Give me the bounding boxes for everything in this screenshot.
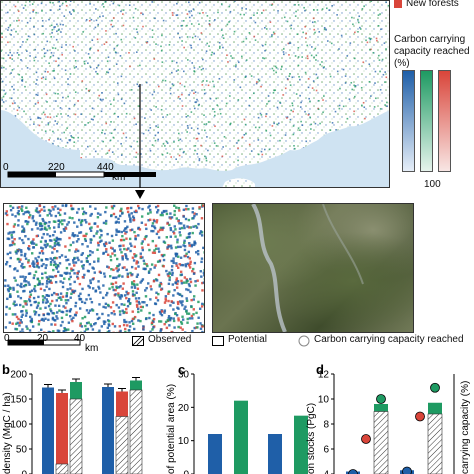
satellite-image — [212, 203, 414, 333]
ytick: 20 — [178, 403, 190, 414]
map-legend: New forests Carbon carrying capacity rea… — [394, 0, 474, 190]
scale-tick-220: 220 — [48, 162, 65, 173]
zoom-scale-tick-20: 20 — [37, 333, 49, 344]
ytick: 10 — [178, 436, 190, 447]
panel-d-chart: d on stocks (PgC) carrying capacity (%) … — [306, 362, 471, 474]
red-capacity-dot — [415, 411, 425, 422]
potential-swatch — [212, 336, 224, 346]
capacity-dot — [376, 394, 386, 404]
panel-b-ylabel: density (MgC / ha) — [2, 392, 13, 474]
zoom-scale-tick-40: 40 — [74, 333, 86, 344]
bar — [294, 415, 308, 474]
ytick: 50 — [16, 445, 28, 456]
island — [222, 178, 255, 188]
panel-c-ylabel: of potential area (%) — [166, 384, 177, 474]
ytick: 12 — [318, 370, 330, 381]
map-svg: 0 220 440 km — [0, 0, 390, 196]
bar-observed — [129, 389, 143, 474]
colorbar-green — [420, 70, 433, 172]
capacity-circle-swatch — [298, 335, 310, 347]
ytick: 8 — [323, 420, 329, 431]
carbon-legend-title-1: Carbon carrying — [394, 34, 466, 45]
zoom-map-svg — [4, 204, 204, 332]
new-forests-label: New forests — [406, 0, 459, 9]
colorbar-max-label: 100 — [424, 179, 441, 190]
bar — [268, 434, 282, 474]
capacity-dot — [402, 466, 412, 474]
carbon-legend-title-3: (%) — [394, 58, 410, 69]
legend-row: Observed Potential Carbon carrying capac… — [132, 334, 474, 350]
bar-observed — [55, 463, 69, 474]
panel-d-ylabel-right: carrying capacity (%) — [460, 381, 471, 474]
zoom-scale-bar: 0 20 40 km — [4, 333, 98, 354]
ytick: 10 — [318, 395, 330, 406]
bar-observed — [69, 398, 83, 474]
bar-potential — [42, 387, 54, 474]
map-panel-a: 0 220 440 km — [0, 0, 390, 196]
bar-observed — [373, 411, 389, 474]
panel-c-letter: c — [178, 362, 185, 377]
new-forests-swatch — [394, 0, 402, 8]
scale-tick-0: 0 — [3, 162, 9, 173]
bar-potential — [102, 387, 114, 474]
colorbar-blue — [402, 70, 415, 172]
capacity-dot — [430, 382, 440, 393]
zoom-scale-tick-0: 0 — [4, 333, 10, 344]
scale-unit: km — [112, 172, 125, 183]
observed-label: Observed — [148, 334, 192, 345]
carbon-pixels — [0, 0, 390, 162]
zoom-arrowhead — [135, 190, 145, 199]
ytick: 0 — [21, 470, 27, 474]
ytick: 200 — [10, 370, 27, 381]
panel-d-letter: d — [316, 362, 324, 377]
ytick: 4 — [323, 470, 329, 474]
panel-b-chart: b density (MgC / ha) 0 50 100 150 200 — [2, 362, 143, 474]
panel-c-chart: c of potential area (%) 0 10 20 30 — [166, 362, 308, 474]
carbon-legend-title-2: capacity reached — [394, 46, 470, 57]
zoom-scale-unit: km — [85, 343, 98, 354]
potential-label: Potential — [228, 334, 267, 345]
ytick: 150 — [10, 395, 27, 406]
bar — [234, 400, 248, 474]
observed-swatch — [132, 336, 144, 346]
zoom-map-left — [3, 203, 205, 333]
map-scale-bar: 0 220 440 km — [3, 162, 156, 183]
bar-observed — [427, 413, 443, 474]
colorbar-red — [438, 70, 451, 172]
panel-d-ylabel-left: on stocks (PgC) — [306, 403, 317, 474]
ytick: 100 — [10, 420, 27, 431]
bar-observed — [115, 416, 129, 474]
ytick: 0 — [183, 470, 189, 474]
bar — [208, 434, 222, 474]
panel-b-letter: b — [2, 362, 10, 377]
capacity-label: Carbon carrying capacity reached — [314, 334, 464, 345]
bar-potential — [56, 393, 68, 474]
satellite-river — [251, 204, 364, 332]
ytick: 6 — [323, 445, 329, 456]
ytick: 30 — [178, 370, 190, 381]
red-capacity-dot — [361, 434, 371, 444]
scale-tick-440: 440 — [97, 162, 114, 173]
capacity-dot — [348, 469, 358, 474]
